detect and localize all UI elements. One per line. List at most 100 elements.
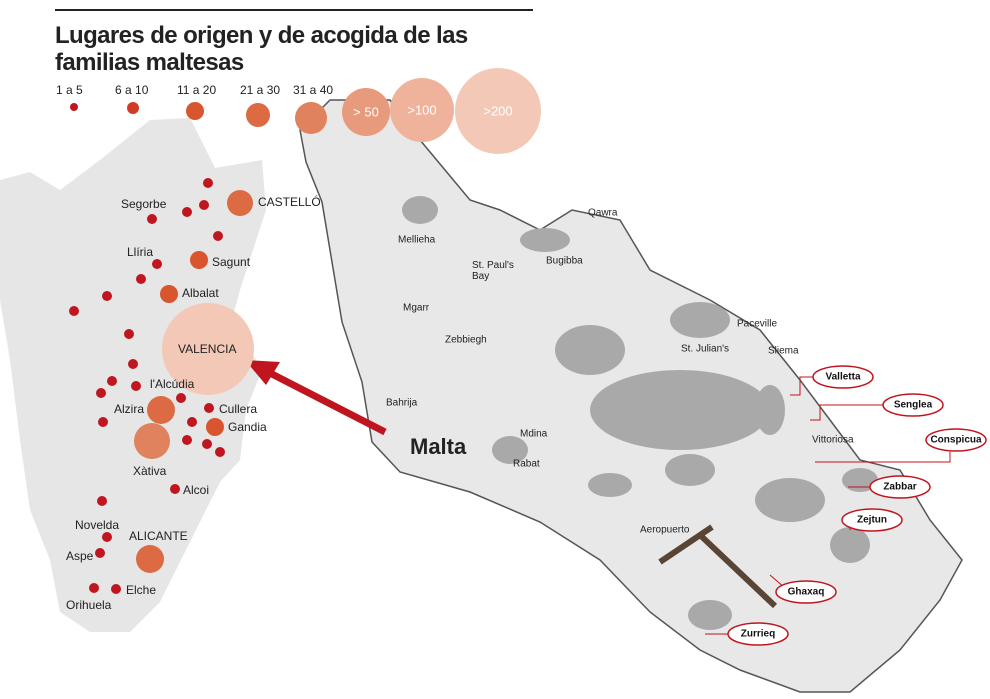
origin-dot	[182, 207, 192, 217]
place-label: Novelda	[75, 518, 120, 532]
origin-dot	[204, 403, 214, 413]
place-label: Paceville	[737, 318, 778, 330]
legend-circle	[186, 102, 204, 120]
place-label: St. Paul's Bay	[472, 260, 514, 282]
place-label: Bahrija	[386, 397, 418, 409]
legend-circle	[455, 68, 541, 154]
place-label: Sagunt	[212, 255, 251, 269]
urban-area	[755, 478, 825, 522]
legend-label: 11 a 20	[177, 83, 217, 97]
urban-areas	[402, 196, 878, 630]
place-label: Bugibba	[546, 255, 583, 267]
place-label: Gandia	[228, 420, 267, 434]
urban-area	[555, 325, 625, 375]
legend-circle	[342, 88, 390, 136]
connection-arrow	[245, 360, 387, 436]
place-label: Orihuela	[66, 598, 112, 612]
origin-dot	[215, 447, 225, 457]
origin-dot	[124, 329, 134, 339]
origin-dot	[128, 359, 138, 369]
legend-label: >200	[483, 103, 513, 119]
highlight-label: Zejtun	[857, 514, 887, 526]
origin-dot	[152, 259, 162, 269]
urban-area	[830, 527, 870, 563]
highlight-oval	[869, 475, 931, 499]
place-label: CASTELLÓ	[258, 195, 321, 209]
urban-area	[688, 600, 732, 630]
place-label: Vittoriosa	[812, 434, 854, 446]
place-label: Llíria	[127, 245, 154, 259]
malta-label: Malta	[410, 434, 467, 459]
place-label: St. Julian's	[681, 343, 730, 355]
highlight-oval	[727, 622, 789, 646]
origin-circle	[162, 303, 254, 395]
place-label: Segorbe	[121, 197, 167, 211]
origin-dot	[131, 381, 141, 391]
leader-line	[810, 404, 888, 421]
highlight-oval	[775, 580, 837, 604]
runway	[658, 524, 714, 565]
highlight-label: Zabbar	[883, 481, 917, 493]
origin-circle	[134, 423, 170, 459]
legend-circle	[390, 78, 454, 142]
origin-dot	[176, 393, 186, 403]
urban-area	[588, 473, 632, 497]
highlight-oval	[841, 508, 903, 532]
place-label: Aeropuerto	[640, 524, 690, 536]
leader-lines	[705, 376, 951, 635]
airport-runways	[658, 524, 778, 609]
origin-circle	[136, 545, 164, 573]
highlight-oval	[925, 428, 987, 452]
place-label: Alcoi	[183, 483, 210, 497]
legend-label: 1 a 5	[56, 83, 83, 97]
legend-label: >100	[407, 102, 437, 118]
origin-circle	[147, 396, 175, 424]
highlight-oval	[882, 393, 944, 417]
leader-line	[815, 452, 951, 463]
place-label: Qawra	[588, 207, 618, 219]
origin-circle	[160, 285, 178, 303]
origin-dot	[69, 306, 79, 316]
place-label: Mdina	[520, 428, 548, 440]
origin-dot	[95, 548, 105, 558]
origin-dot	[98, 417, 108, 427]
arrow-shaft	[266, 368, 387, 436]
runway	[697, 532, 778, 609]
highlight-label: Valletta	[825, 371, 861, 383]
origin-dot	[111, 584, 121, 594]
place-label: l'Alcúdia	[150, 377, 195, 391]
legend-circle	[246, 103, 270, 127]
urban-area	[755, 385, 785, 435]
origin-dot	[202, 439, 212, 449]
place-label: Xàtiva	[133, 464, 167, 478]
origin-dot	[102, 532, 112, 542]
origin-dot	[187, 417, 197, 427]
urban-area	[492, 436, 528, 464]
urban-area	[520, 228, 570, 252]
origin-dot	[199, 200, 209, 210]
arrow-head	[245, 360, 280, 385]
origin-circle	[206, 418, 224, 436]
origin-dot	[213, 231, 223, 241]
origin-dot	[147, 214, 157, 224]
place-label: Aspe	[66, 549, 94, 563]
place-label: ALICANTE	[129, 529, 188, 543]
valencia-region	[0, 118, 266, 632]
place-label: Rabat	[513, 458, 540, 470]
origin-circle	[227, 190, 253, 216]
highlight-label: Conspicua	[930, 434, 982, 446]
highlight-label: Senglea	[893, 399, 933, 411]
legend-label: 21 a 30	[240, 83, 281, 97]
place-label: Alzira	[114, 402, 145, 416]
place-label: Cullera	[219, 402, 258, 416]
place-label: Mellieha	[398, 234, 436, 246]
origin-dot	[170, 484, 180, 494]
legend-circle	[127, 102, 139, 114]
title: Lugares de origen y de acogida de las fa…	[55, 22, 468, 76]
place-label: Mgarr	[403, 302, 430, 314]
urban-area	[590, 370, 770, 450]
highlight-oval	[812, 365, 874, 389]
urban-area	[842, 468, 878, 492]
